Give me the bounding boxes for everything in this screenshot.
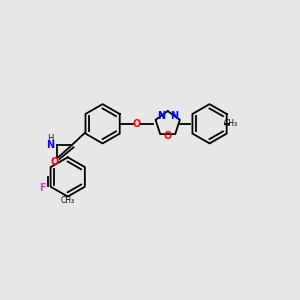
- Text: CH₃: CH₃: [61, 196, 75, 205]
- Text: O: O: [164, 131, 172, 141]
- Text: F: F: [39, 184, 46, 194]
- Text: N: N: [46, 140, 54, 150]
- Text: O: O: [132, 119, 140, 129]
- Text: CH₃: CH₃: [224, 119, 238, 128]
- Text: N: N: [170, 111, 178, 121]
- Text: N: N: [157, 111, 165, 121]
- Text: H: H: [47, 134, 53, 143]
- Text: O: O: [51, 157, 59, 167]
